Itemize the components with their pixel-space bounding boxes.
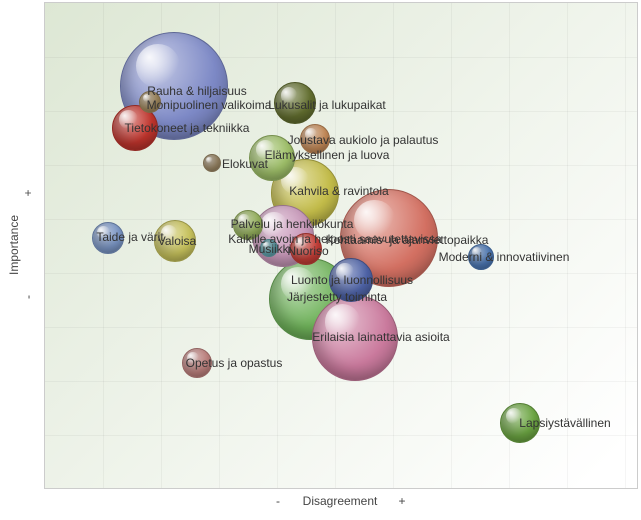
bubble-luonto[interactable] [329,258,373,302]
bubble-moderni[interactable] [468,244,494,270]
bubble-lapsi[interactable] [500,403,540,443]
bubble-nuoriso[interactable] [290,233,322,265]
bubble-chart: Rauha & hiljaisuusMonipuolinen valikoima… [0,0,641,520]
bubble-opetus[interactable] [182,348,212,378]
x-axis-plus-mark: + [398,494,405,508]
bubble-erilaisia[interactable] [312,295,398,381]
y-axis-plus-mark: + [21,189,35,196]
bubble-valoisa[interactable] [154,220,196,262]
y-axis-minus-mark: - [21,295,35,299]
bubble-elokuvat[interactable] [203,154,221,172]
bubble-elamyksellinen[interactable] [249,135,295,181]
x-axis-title: Disagreement [303,494,378,508]
bubble-palvelu[interactable] [233,210,263,240]
bubble-lukusalit[interactable] [274,82,316,124]
bubble-taide[interactable] [92,222,124,254]
x-axis-minus-mark: - [276,494,280,508]
bubble-joustava[interactable] [300,124,330,154]
plot-area: Rauha & hiljaisuusMonipuolinen valikoima… [44,2,638,489]
bubble-musiikki[interactable] [260,239,278,257]
bubble-monipuolinen[interactable] [139,91,161,113]
y-axis-title: Importance [7,214,21,274]
